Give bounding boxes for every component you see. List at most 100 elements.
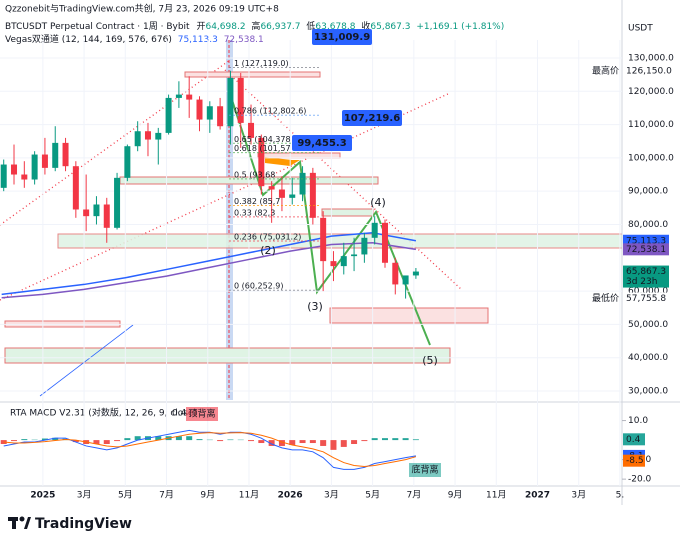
candle-body [372,223,378,238]
histogram-bar [341,440,347,447]
candle-body [104,204,110,227]
fib-label: 0.382 (85,7 [234,197,280,206]
price-tag-note: 最高价 [592,64,619,76]
x-tick-label: 2027 [525,491,550,501]
y-tick-label: 110,000.0 [628,120,674,130]
x-tick-label: 3月 [324,490,339,501]
fib-label: 0.5 (93,68 [234,170,275,179]
candle-body [392,263,398,285]
candle-body [83,209,89,216]
note-label: 顶背离 [188,408,215,420]
candle-body [197,100,203,120]
histogram-bar [320,440,326,446]
author: Qzzonebit与TradingView.com共创, 7月 23, 2026… [5,3,279,15]
zone [258,153,340,158]
zone [5,348,450,363]
fib-label: 0.65 (104,378 [234,135,291,144]
x-tick-label: 2026 [278,491,303,501]
brand: TradingView [35,516,132,532]
x-tick-label: 11月 [486,490,506,501]
candle-body [176,95,182,98]
unit: USDT [628,24,653,34]
y-tick-label: 30,000.0 [628,387,668,397]
indicator-value: 72,538.1 [224,35,264,45]
logo-mark [12,517,16,529]
candle-body [32,155,38,180]
candle-body [227,78,233,126]
y-tick-label: 10.0 [628,416,648,426]
wave-label: (5) [422,354,438,367]
histogram-bar [186,436,192,440]
candle-body [361,238,367,255]
histogram-bar [217,440,223,441]
ohlc-key: 高 [251,20,260,32]
symbol: BTCUSDT Perpetual Contract · 1周 · Bybit [5,21,190,32]
macd-legend-value: 0.4 [172,409,187,419]
ohlc-value: 65,867.3 [370,22,410,32]
candle-body [403,275,409,284]
note-label: 底背离 [411,464,438,476]
histogram-bar [11,440,17,441]
histogram-bar [382,438,388,440]
ohlc-value: 64,698.2 [205,22,245,32]
x-tick-label: 3月 [571,490,586,501]
wave-label: (2) [260,244,276,257]
fib-label: 0.786 (112,802.6) [234,107,306,116]
candle-body [289,195,295,198]
x-tick-label: 7月 [159,490,174,501]
zone [185,72,320,77]
histogram-bar [248,440,254,441]
indicator: Vegas双通道 (12, 144, 169, 576, 676) [5,33,172,45]
candle-body [124,146,130,178]
candle-body [42,155,48,168]
value-tag-label: -8.5 [626,456,644,466]
y-tick-label: -20.0 [628,475,652,485]
y-tick-label: 50,000.0 [628,320,668,330]
candle-body [217,106,223,126]
histogram-bar [372,438,378,440]
indicator-line: Vegas双通道 (12, 144, 169, 576, 676) 75,113… [5,33,264,45]
candle-body [238,78,244,123]
logo-mark [20,517,25,522]
indicator-value: 75,113.3 [178,35,218,45]
y-tick-label: 100,000.0 [628,153,674,163]
change: +1,169.1 (+1.81%) [416,22,504,32]
candle-body [155,133,161,140]
candle-body [21,175,27,180]
candle-body [382,223,388,263]
wave-label: (3) [307,300,323,313]
price-tag-label: 126,150.0 [626,66,672,76]
histogram-bar [197,439,203,440]
histogram-bar [124,438,130,440]
histogram-bar [300,440,306,443]
fib-label: 0.618 (101,57 [234,144,291,153]
histogram-bar [351,440,357,444]
histogram-bar [258,440,264,443]
candle-body [207,106,213,119]
candle-body [73,166,79,209]
candle-body [320,218,326,261]
y-tick-label: 40,000.0 [628,353,668,363]
x-tick-label: 5月 [118,490,133,501]
y-tick-label: 80,000.0 [628,220,668,230]
zone [322,209,373,216]
x-tick-label: 2025 [30,491,55,501]
y-tick-label: 130,000.0 [628,53,674,63]
candle-body [114,178,120,228]
y-tick-label: 120,000.0 [628,87,674,97]
fib-label: 0 (60,252.9) [234,282,284,291]
price-tag-label: 57,755.8 [626,294,666,304]
histogram-bar [361,440,367,441]
histogram-bar [403,438,409,440]
ohlc-key: 开 [196,21,205,32]
candle-body [52,143,58,168]
candle-body [269,186,275,189]
histogram-bar [21,439,27,440]
candle-body [413,272,419,276]
candle-body [300,173,306,195]
histogram-bar [330,440,336,450]
price-tag-label: 65,867.3 [626,267,666,277]
